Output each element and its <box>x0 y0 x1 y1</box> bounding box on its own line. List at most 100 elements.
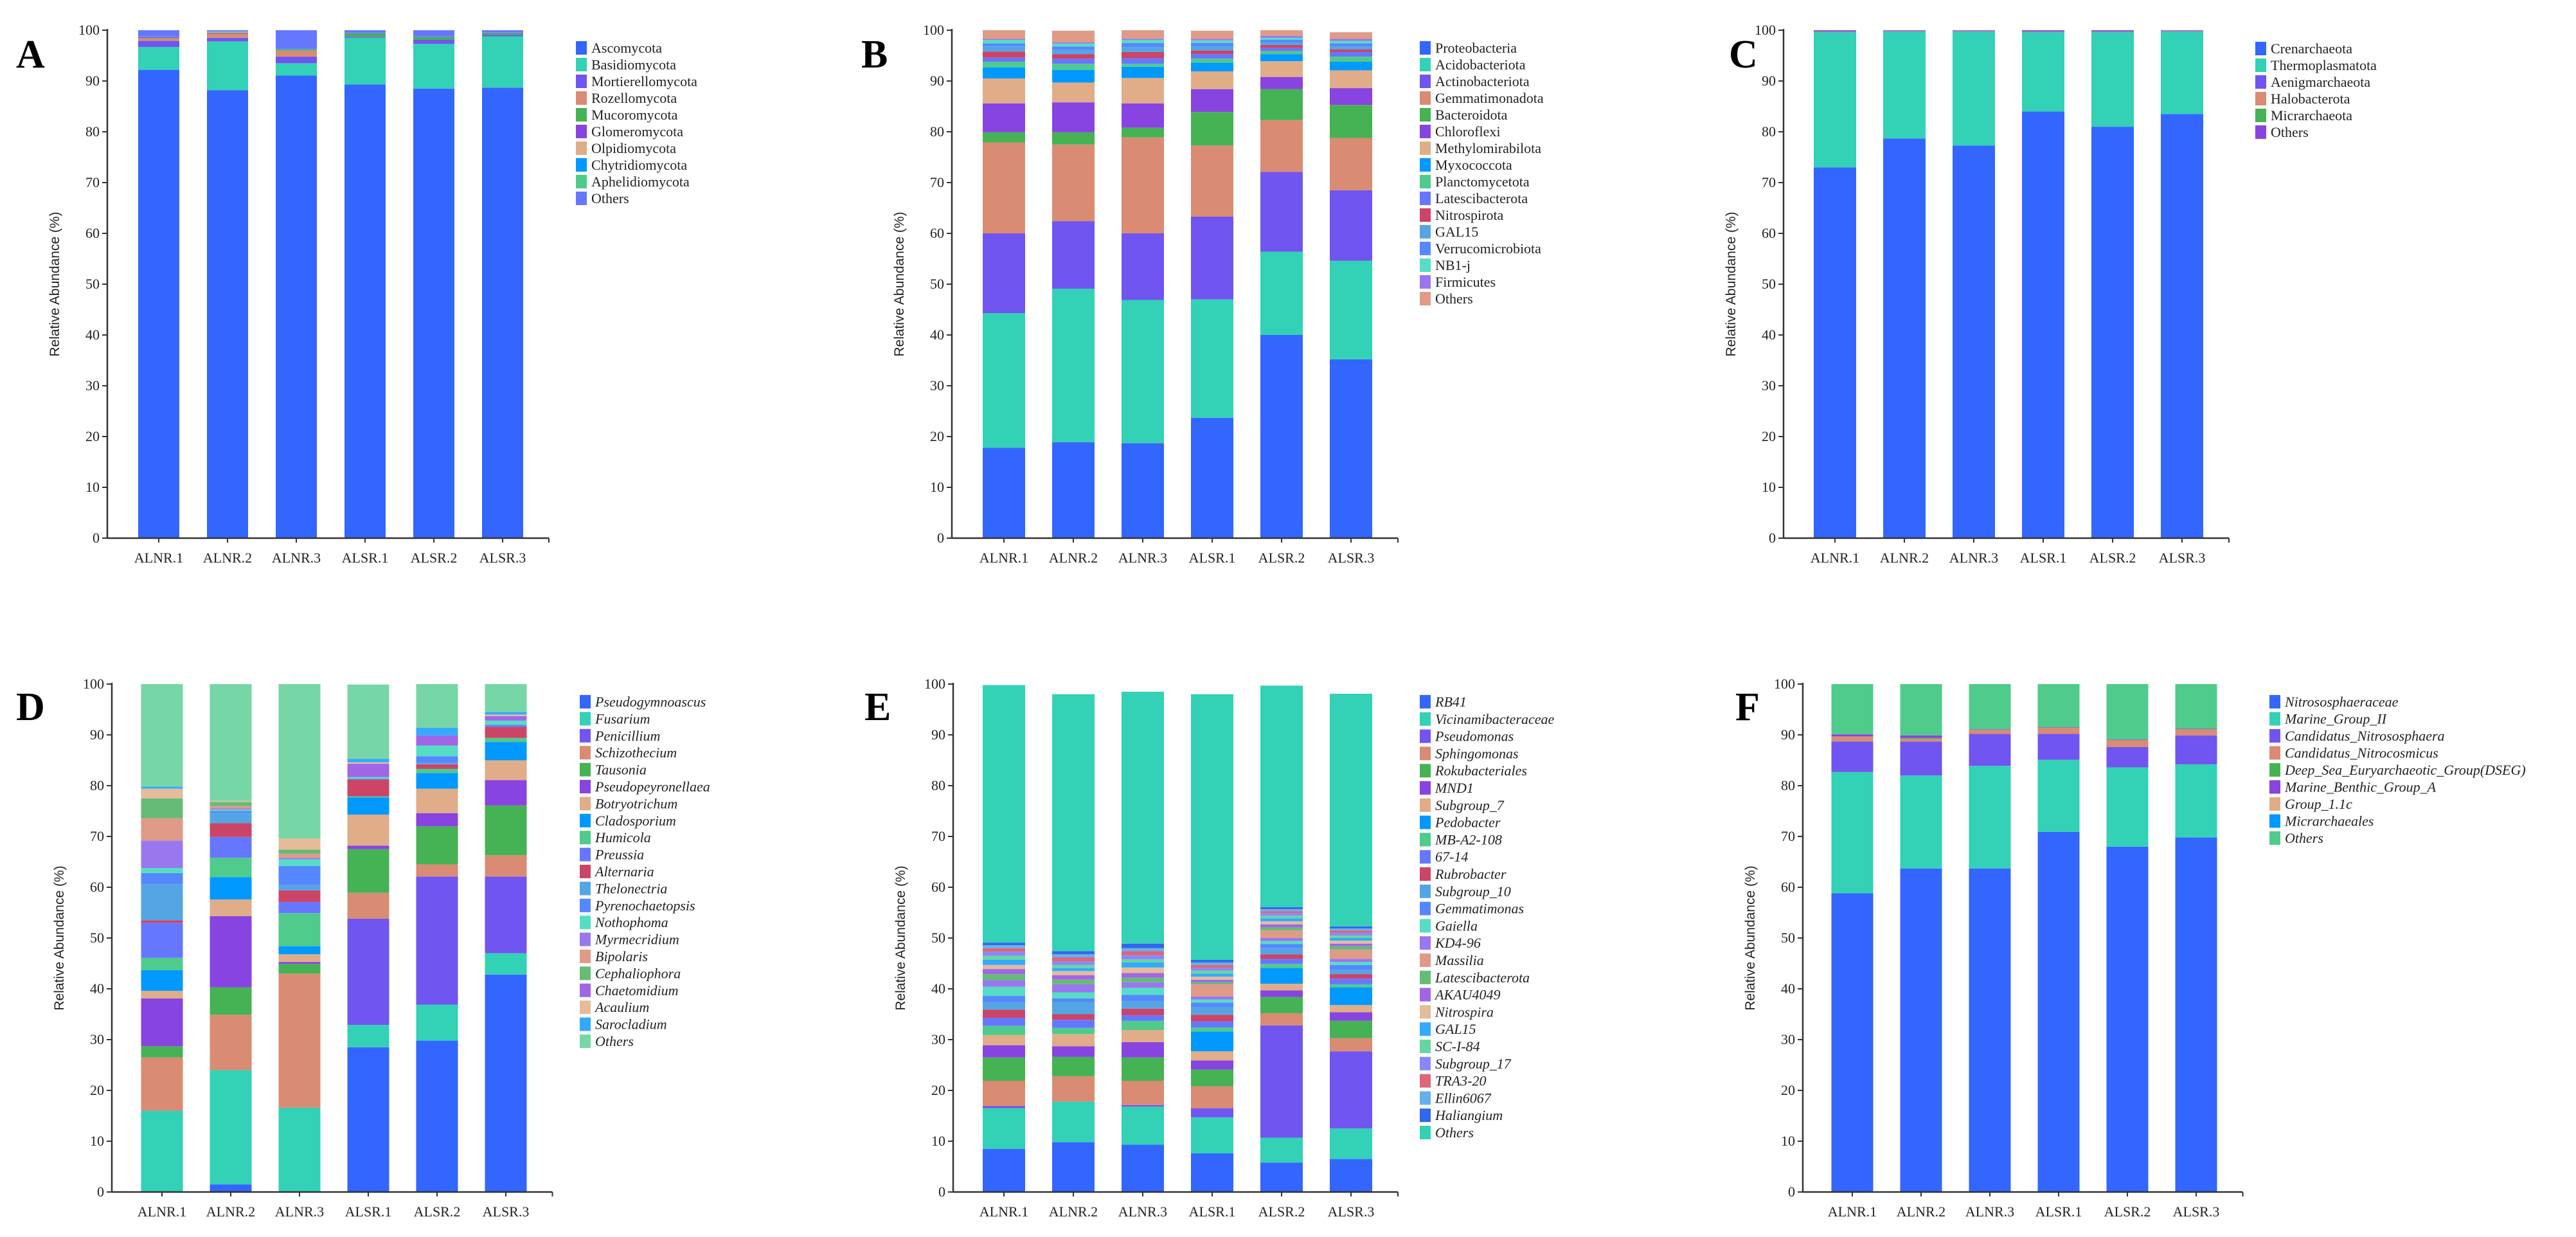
bar-segment-thelonectria-alnr-2 <box>210 813 252 824</box>
bar-segment-gal15-alnr-1 <box>983 959 1025 965</box>
bar-segment-humicola-alnr-3 <box>278 913 321 946</box>
bar-segment-kd4-96-alnr-2 <box>1052 984 1095 993</box>
y-tick-label: 30 <box>85 377 100 393</box>
legend-item: Basidiomycota <box>576 57 676 73</box>
bar-segment-gemmatimonas-alsr-2 <box>1260 944 1303 948</box>
legend-swatch <box>1420 1056 1431 1070</box>
legend-label: Chaetomidium <box>595 982 679 998</box>
y-tick-label: 80 <box>1781 777 1795 793</box>
bar-segment-rubrobacter-alnr-3 <box>1122 1008 1164 1016</box>
bar-segment-methylomirabilota-alnr-1 <box>983 78 1025 104</box>
legend-item: Fusarium <box>580 710 650 727</box>
y-tick-label: 70 <box>90 828 104 844</box>
legend-swatch <box>1420 175 1431 188</box>
x-tick-label: ALNR.3 <box>1118 550 1167 566</box>
legend-item: Pseudomonas <box>1420 728 1514 745</box>
bar-segment-rokubacteriales-alsr-1 <box>1191 1069 1233 1087</box>
bar-segment-preussia-alnr-2 <box>210 836 252 858</box>
bar-segment-others-alnr-2 <box>1052 694 1095 952</box>
bar-segment-glomeromycota-alnr-1 <box>138 37 179 38</box>
panel-label: C <box>1729 33 1758 77</box>
bar-segment-chloroflexi-alsr-3 <box>1330 88 1372 105</box>
legend-swatch <box>1420 867 1431 881</box>
y-tick-label: 40 <box>931 980 945 997</box>
bar-segment-latescibacterota-alnr-1 <box>983 57 1025 62</box>
bar-segment-candidatus-nitrososphaera-alsr-2 <box>2106 746 2149 768</box>
y-tick-label: 30 <box>1762 377 1776 393</box>
legend-swatch <box>2255 59 2266 72</box>
legend: NitrososphaeraceaeMarine_Group_IICandida… <box>2269 694 2526 846</box>
bar-segment-cladosporium-alsr-2 <box>416 773 458 789</box>
legend-swatch <box>580 695 591 709</box>
bar-segment-akau4049-alnr-2 <box>1052 975 1095 980</box>
bar-segment-latescibacterota-alnr-2 <box>1052 979 1095 984</box>
bar-segment-mnd1-alsr-1 <box>1191 1060 1233 1070</box>
bar-segment-bipolaris-alnr-2 <box>210 806 252 809</box>
bar-segment-planctomycetota-alsr-1 <box>1191 59 1233 63</box>
bar-segment-cladosporium-alnr-1 <box>141 970 183 991</box>
bar-segment-sarocladium-alsr-1 <box>347 759 389 763</box>
x-tick-label: ALSR.1 <box>1189 1204 1236 1220</box>
y-tick-label: 30 <box>1781 1031 1795 1047</box>
legend-swatch <box>1420 764 1431 778</box>
panel-e: E Relative Abundance (%) ALNR.1 ALNR.2 ALNR.… <box>864 676 1555 1220</box>
bar-segment-haliangium-alsr-1 <box>1191 959 1233 962</box>
bar-segment-akau4049-alnr-3 <box>1122 973 1164 978</box>
bar-segment-acidobacteriota-alsr-1 <box>1191 299 1233 418</box>
bar-segment-nitrospira-alsr-2 <box>1260 921 1303 925</box>
legend-swatch <box>1420 1022 1431 1036</box>
x-tick-label: ALNR.3 <box>1118 1204 1167 1220</box>
legend-swatch <box>580 797 591 811</box>
legend-label: Gemmatimonadota <box>1435 90 1544 106</box>
bar-segment-cladosporium-alsr-1 <box>347 797 389 815</box>
bar-segment-thelonectria-alnr-3 <box>278 885 321 890</box>
bar-segment-latescibacterota-alnr-3 <box>1122 58 1164 64</box>
legend-swatch <box>576 158 587 172</box>
bar-segment-others-alsr-2 <box>1260 685 1303 907</box>
legend-swatch <box>1420 1040 1431 1053</box>
legend-swatch <box>1420 798 1431 812</box>
bar-segment-subgroup-10-alnr-3 <box>1122 1000 1164 1009</box>
bar-segment-sarocladium-alsr-3 <box>485 712 527 715</box>
x-tick-label: ALSR.3 <box>1328 550 1375 566</box>
legend-item: 67-14 <box>1420 849 1468 865</box>
legend-label: Massilia <box>1435 952 1484 968</box>
bar-segment-marine-benthic-group-a-alnr-2 <box>1900 735 1942 738</box>
bar-segment-others-alnr-2 <box>1052 30 1095 42</box>
legend-item: Ellin6067 <box>1420 1090 1492 1106</box>
x-tick-label: ALSR.1 <box>345 1204 392 1220</box>
bar-segment-marine-group-ii-alnr-2 <box>1900 775 1942 869</box>
bar-segment-subgroup-7-alnr-1 <box>983 1034 1025 1045</box>
bar-segment-myrmecridium-alnr-2 <box>210 808 252 810</box>
legend-swatch <box>1420 712 1431 726</box>
legend-item: Latescibacterota <box>1420 190 1528 206</box>
legend-swatch <box>1420 292 1431 305</box>
bar-segment-schizothecium-alsr-3 <box>485 855 527 877</box>
legend-label: SC-I-84 <box>1435 1038 1480 1054</box>
x-tick-label: ALSR.1 <box>2020 550 2067 566</box>
legend-item: Botryotrichum <box>580 795 677 811</box>
legend-swatch <box>1420 242 1431 255</box>
legend-swatch <box>576 58 587 71</box>
legend-item: Marine_Group_II <box>2269 711 2388 727</box>
y-tick-label: 0 <box>937 530 944 546</box>
bar-segment-candidatus-nitrososphaera-alnr-2 <box>1900 741 1942 776</box>
legend-label: Nitrospirota <box>1435 207 1504 223</box>
bar-segment-candidatus-nitrososphaera-alnr-3 <box>1969 734 2011 766</box>
legend-swatch <box>580 1017 591 1031</box>
bar-segment-kd4-96-alsr-2 <box>1260 938 1303 941</box>
bar-segment-marine-group-ii-alsr-3 <box>2175 764 2217 838</box>
bar-segment-mb-a2-108-alsr-1 <box>1191 1027 1233 1032</box>
legend-label: Others <box>1435 291 1473 307</box>
legend-label: Verrucomicrobiota <box>1435 240 1541 257</box>
bar-segment-nb1-j-alsr-2 <box>1260 37 1303 41</box>
legend-label: MB-A2-108 <box>1435 831 1502 847</box>
legend-label: Schizothecium <box>595 745 677 761</box>
bar-segment-others-alsr-3 <box>2161 30 2203 31</box>
bar-segment-nitrospira-alnr-3 <box>1122 967 1164 973</box>
legend-item: Pedobacter <box>1420 815 1501 831</box>
y-tick-label: 10 <box>931 1133 945 1149</box>
bar-segment-tra3-20-alnr-1 <box>983 948 1025 952</box>
x-tick-label: ALNR.2 <box>206 1204 255 1220</box>
bar-segment-thelonectria-alsr-1 <box>347 778 389 780</box>
